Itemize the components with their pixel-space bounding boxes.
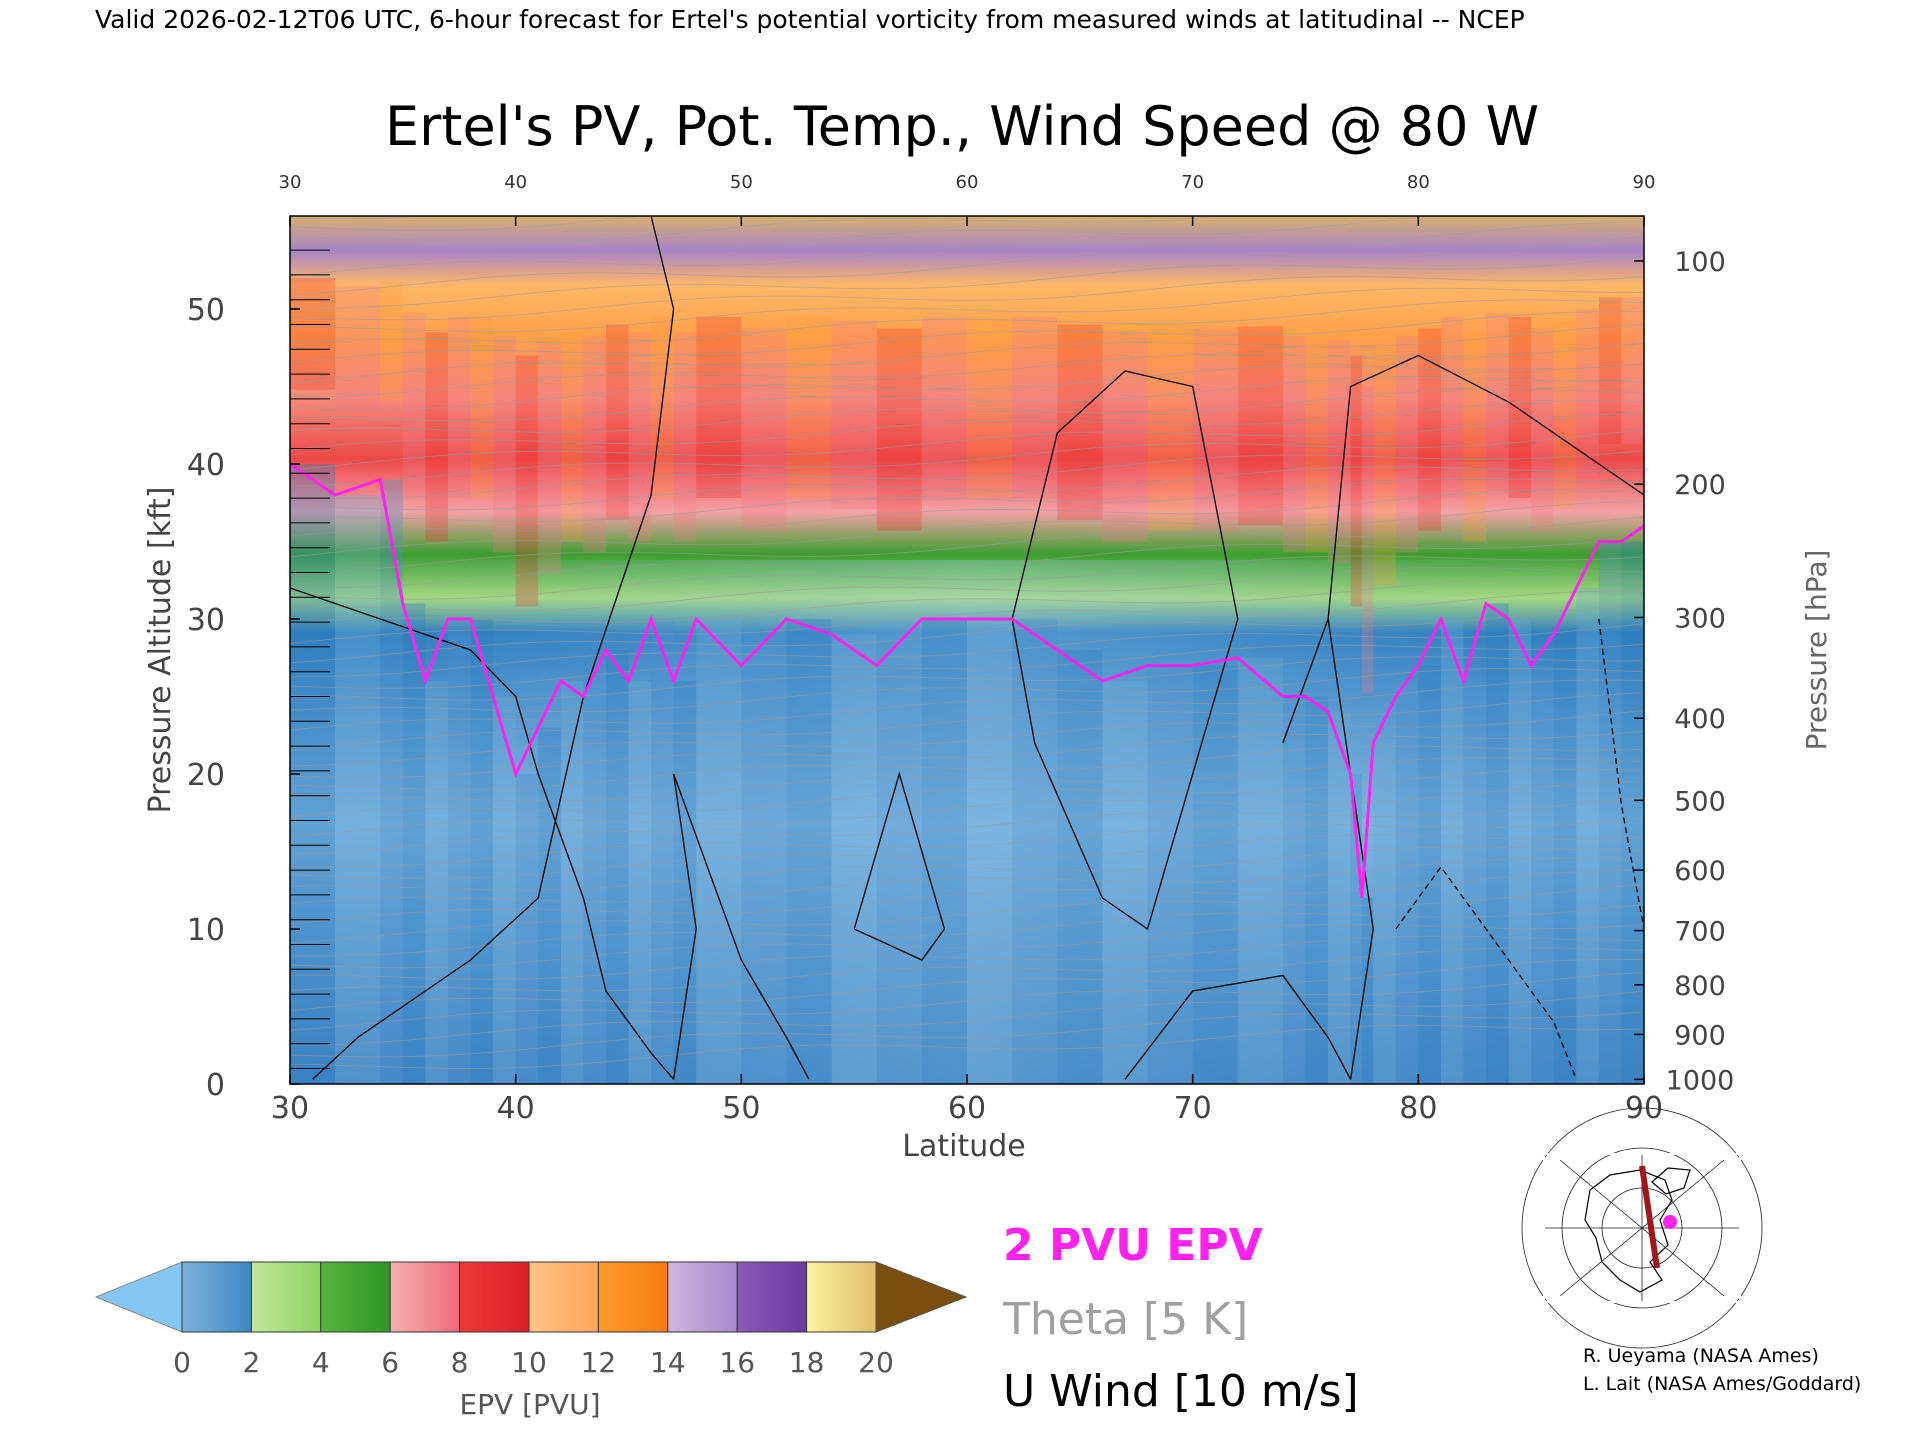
top-tick-label: 30 (279, 172, 302, 193)
x-tick-label: 60 (948, 1091, 986, 1126)
y-axis-label: Pressure Altitude [kft] (143, 487, 178, 814)
colorbar-tick-label: 4 (312, 1346, 330, 1379)
top-tick-label: 40 (504, 172, 527, 193)
x-axis-label: Latitude (902, 1129, 1025, 1164)
colorbar-under-arrow (94, 1261, 183, 1333)
colorbar-band (181, 1261, 252, 1333)
colorbar-label: EPV [PVU] (459, 1388, 600, 1421)
wind-contour (1598, 618, 1644, 930)
wind-contour (853, 771, 946, 961)
y-tick-label: 50 (187, 293, 225, 328)
colorbar-tick-label: 0 (173, 1346, 191, 1379)
x-tick-label: 40 (497, 1091, 535, 1126)
colorbar-band (806, 1261, 877, 1333)
pressure-tick-label: 400 (1674, 704, 1726, 735)
colorbar-tick-label: 6 (381, 1346, 399, 1379)
colorbar-band (389, 1261, 461, 1333)
colorbar-band (459, 1261, 530, 1333)
colorbar-tick-label: 8 (451, 1346, 469, 1379)
y-axis-right-label: Pressure [hPa] (1800, 550, 1833, 751)
y-tick-label: 10 (187, 913, 225, 948)
pressure-tick-label: 200 (1674, 470, 1726, 501)
legend-theta: Theta [5 K] (1002, 1294, 1248, 1345)
colorbar: 0 2 4 6 8 10 12 14 16 18 20 (94, 1261, 968, 1379)
colorbar-tick-label: 14 (650, 1346, 686, 1379)
top-tick-label: 60 (956, 172, 979, 193)
y-tick-label: 30 (187, 603, 225, 638)
pv-2pvu-line (290, 462, 1644, 899)
y-tick-label: 40 (187, 448, 225, 483)
wind-contour (1395, 865, 1577, 1080)
wind-contour (1124, 974, 1352, 1080)
chart-title: Ertel's PV, Pot. Temp., Wind Speed @ 80 … (385, 95, 1539, 158)
credit-1: R. Ueyama (NASA Ames) (1583, 1345, 1819, 1367)
wind-contour (1011, 370, 1239, 931)
colorbar-band (528, 1261, 599, 1333)
pressure-tick-label: 1000 (1666, 1065, 1735, 1096)
legend-wind: U Wind [10 m/s] (1003, 1366, 1359, 1417)
pressure-tick-label: 600 (1674, 856, 1726, 887)
colorbar-tick-label: 20 (858, 1346, 894, 1379)
colorbar-band (667, 1261, 738, 1333)
top-tick-label: 70 (1181, 172, 1204, 193)
pressure-tick-label: 800 (1674, 971, 1726, 1002)
x-tick-label: 70 (1174, 1091, 1212, 1126)
y-tick-label: 0 (206, 1068, 225, 1103)
colorbar-tick-label: 10 (511, 1346, 547, 1379)
top-tick-label: 90 (1633, 172, 1656, 193)
wind-contour (1327, 618, 1374, 1080)
y-tick-label: 20 (187, 758, 225, 793)
pv-field (290, 216, 1644, 1084)
credit-2: L. Lait (NASA Ames/Goddard) (1583, 1373, 1861, 1395)
header-text: Valid 2026-02-12T06 UTC, 6-hour forecast… (95, 5, 1525, 34)
pressure-tick-label: 300 (1674, 603, 1726, 634)
colorbar-tick-label: 18 (789, 1346, 825, 1379)
colorbar-band (320, 1261, 391, 1333)
wind-contour (672, 773, 810, 1080)
colorbar-band (736, 1261, 808, 1333)
pressure-tick-label: 500 (1674, 786, 1726, 817)
colorbar-tick-label: 2 (242, 1346, 260, 1379)
x-tick-label: 80 (1399, 1091, 1437, 1126)
colorbar-band (597, 1261, 669, 1333)
pressure-tick-label: 900 (1674, 1020, 1726, 1051)
legend-pv: 2 PVU EPV (1003, 1220, 1263, 1271)
top-tick-label: 80 (1407, 172, 1430, 193)
colorbar-tick-label: 16 (719, 1346, 755, 1379)
colorbar-over-arrow (875, 1261, 968, 1333)
wind-contour (312, 216, 675, 1080)
pressure-tick-label: 100 (1674, 247, 1726, 278)
top-tick-label: 50 (730, 172, 753, 193)
inset-map (1521, 1107, 1763, 1349)
x-tick-label: 50 (722, 1091, 760, 1126)
x-tick-label: 30 (271, 1091, 309, 1126)
colorbar-band (250, 1261, 322, 1333)
colorbar-tick-label: 12 (581, 1346, 617, 1379)
pressure-tick-label: 700 (1674, 917, 1726, 948)
